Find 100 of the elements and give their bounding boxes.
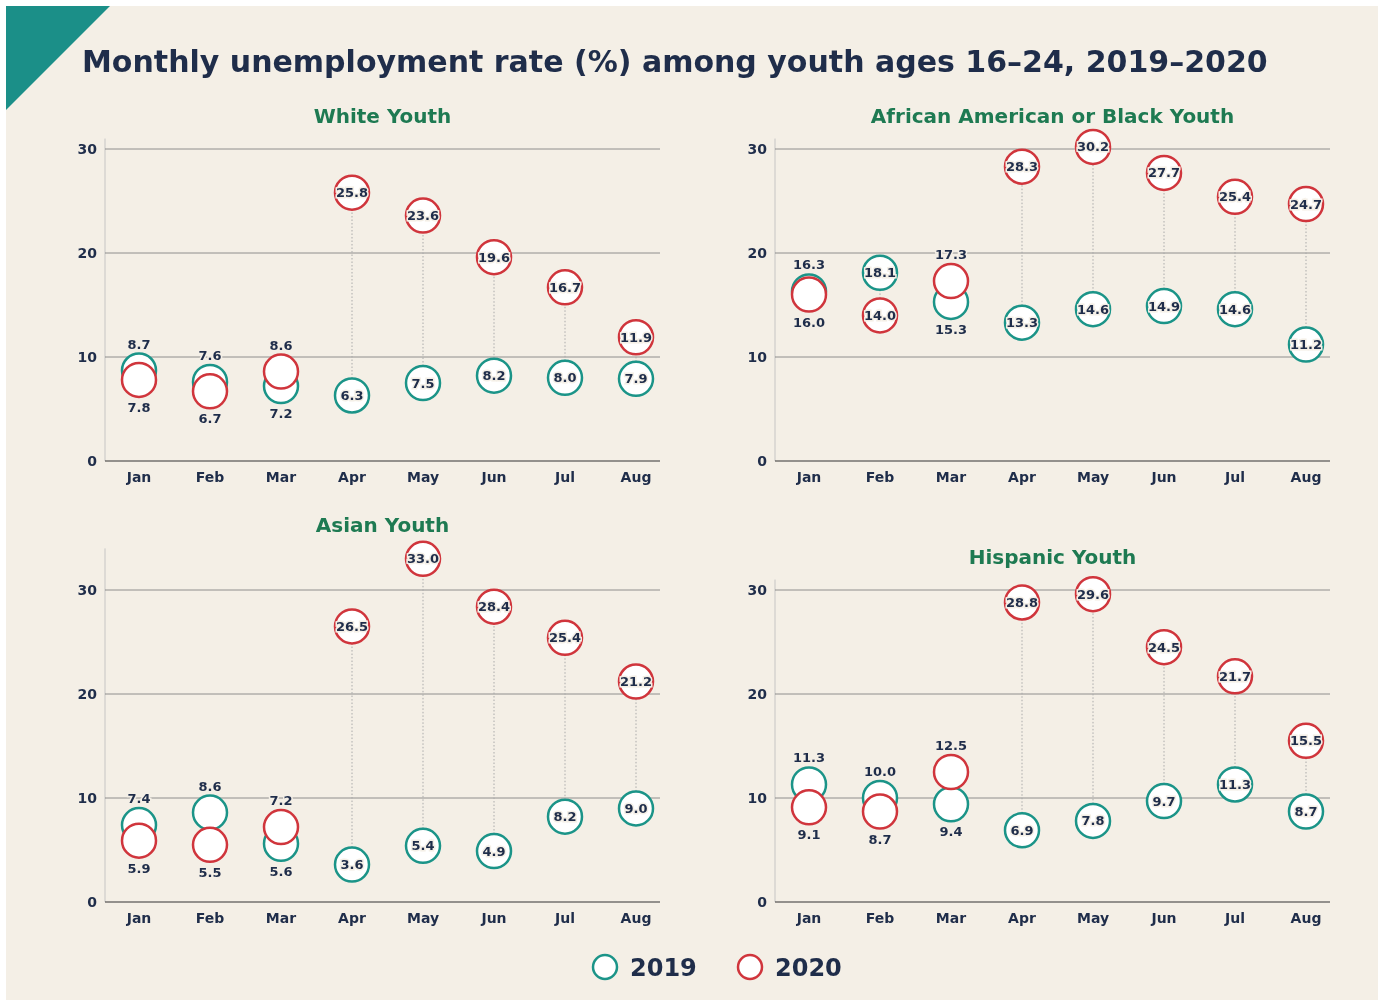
data-label: 26.5 <box>335 618 369 634</box>
y-tick-label: 30 <box>747 582 768 598</box>
point <box>191 373 229 410</box>
data-label: 8.7 <box>127 336 151 352</box>
data-label: 10.0 <box>863 764 897 779</box>
data-label: 14.6 <box>1076 301 1110 317</box>
data-label: 6.9 <box>1010 822 1034 838</box>
x-tick-label: May <box>1076 910 1110 926</box>
data-label: 9.4 <box>939 824 963 840</box>
x-tick-label: Mar <box>265 910 297 926</box>
data-label: 14.0 <box>863 307 897 323</box>
point <box>790 789 828 826</box>
x-tick-label: Jan <box>795 469 822 485</box>
data-label: 12.5 <box>934 738 968 753</box>
data-label: 7.8 <box>1081 813 1105 829</box>
data-label: 7.2 <box>269 406 293 422</box>
x-tick-label: Apr <box>338 469 366 485</box>
x-tick-label: Jul <box>1224 469 1245 485</box>
data-label: 11.3 <box>792 750 826 766</box>
data-label: 8.7 <box>1294 804 1318 820</box>
data-label: 25.4 <box>1218 189 1252 205</box>
data-label: 11.9 <box>619 329 653 345</box>
chart-title: Hispanic Youth <box>968 544 1137 569</box>
data-label: 11.3 <box>1218 776 1252 792</box>
x-tick-label: Jan <box>125 910 152 926</box>
data-label: 5.4 <box>411 838 435 854</box>
data-label: 8.2 <box>553 809 577 825</box>
x-tick-label: Jul <box>554 469 575 485</box>
x-tick-label: Jun <box>480 910 507 926</box>
data-label: 7.9 <box>624 371 648 387</box>
y-tick-label: 0 <box>757 453 768 469</box>
data-label: 14.6 <box>1218 301 1252 317</box>
data-label: 15.5 <box>1289 733 1323 749</box>
y-tick-label: 0 <box>87 894 98 910</box>
data-label: 21.7 <box>1218 668 1252 684</box>
data-label: 9.7 <box>1152 793 1176 809</box>
x-tick-label: Feb <box>865 469 895 485</box>
x-tick-label: Aug <box>620 910 652 926</box>
data-label: 6.7 <box>198 411 222 427</box>
x-tick-label: Aug <box>1290 469 1322 485</box>
data-label: 25.8 <box>335 185 369 201</box>
data-label: 17.3 <box>934 247 968 263</box>
data-label: 25.4 <box>548 630 582 646</box>
x-tick-label: Apr <box>1008 469 1036 485</box>
y-tick-label: 0 <box>87 453 98 469</box>
data-label: 14.9 <box>1147 298 1181 314</box>
legend-label: 2020 <box>775 954 842 982</box>
data-label: 5.9 <box>127 860 151 876</box>
data-label: 16.0 <box>792 314 826 330</box>
x-tick-label: Jan <box>795 910 822 926</box>
x-tick-label: Feb <box>865 910 895 926</box>
y-tick-label: 20 <box>77 245 98 261</box>
data-label: 28.3 <box>1005 159 1039 175</box>
y-tick-label: 10 <box>747 349 768 365</box>
data-label: 8.6 <box>198 778 222 794</box>
y-tick-label: 10 <box>747 790 768 806</box>
point <box>262 353 300 390</box>
y-tick-label: 20 <box>77 686 98 702</box>
data-label: 8.2 <box>482 368 506 384</box>
chart-title: White Youth <box>313 103 452 128</box>
chart-title: African American or Black Youth <box>870 103 1235 128</box>
data-label: 7.5 <box>411 375 435 391</box>
data-label: 7.4 <box>127 791 151 807</box>
x-tick-label: Jul <box>554 910 575 926</box>
data-label: 16.3 <box>792 257 826 273</box>
x-tick-label: Mar <box>935 469 967 485</box>
legend-label: 2019 <box>630 954 697 982</box>
point <box>191 794 229 831</box>
data-label: 15.3 <box>934 321 968 337</box>
y-tick-label: 30 <box>747 141 768 157</box>
x-tick-label: Jul <box>1224 910 1245 926</box>
data-label: 6.3 <box>340 387 364 403</box>
y-tick-label: 10 <box>77 790 98 806</box>
data-label: 29.6 <box>1076 586 1110 602</box>
data-label: 16.7 <box>548 279 582 295</box>
x-tick-label: Jun <box>480 469 507 485</box>
y-tick-label: 10 <box>77 349 98 365</box>
data-label: 28.4 <box>477 599 511 615</box>
data-label: 33.0 <box>406 551 440 567</box>
data-label: 30.2 <box>1076 139 1110 155</box>
data-label: 28.8 <box>1005 594 1039 610</box>
x-tick-label: May <box>1076 469 1110 485</box>
x-tick-label: May <box>406 469 440 485</box>
data-label: 5.6 <box>269 863 293 879</box>
point <box>262 808 300 846</box>
data-label: 7.8 <box>127 399 151 415</box>
point <box>932 753 970 791</box>
x-tick-label: Aug <box>620 469 652 485</box>
y-tick-label: 0 <box>757 894 768 910</box>
data-label: 24.7 <box>1289 196 1323 212</box>
data-label: 7.6 <box>198 347 222 363</box>
point <box>861 793 899 830</box>
x-tick-label: Aug <box>1290 910 1322 926</box>
point <box>191 826 229 864</box>
point <box>120 822 158 859</box>
chart-title: Asian Youth <box>315 513 450 538</box>
data-label: 3.6 <box>340 857 364 873</box>
data-label: 8.6 <box>269 337 293 353</box>
data-label: 5.5 <box>198 864 222 880</box>
data-label: 21.2 <box>619 674 653 690</box>
